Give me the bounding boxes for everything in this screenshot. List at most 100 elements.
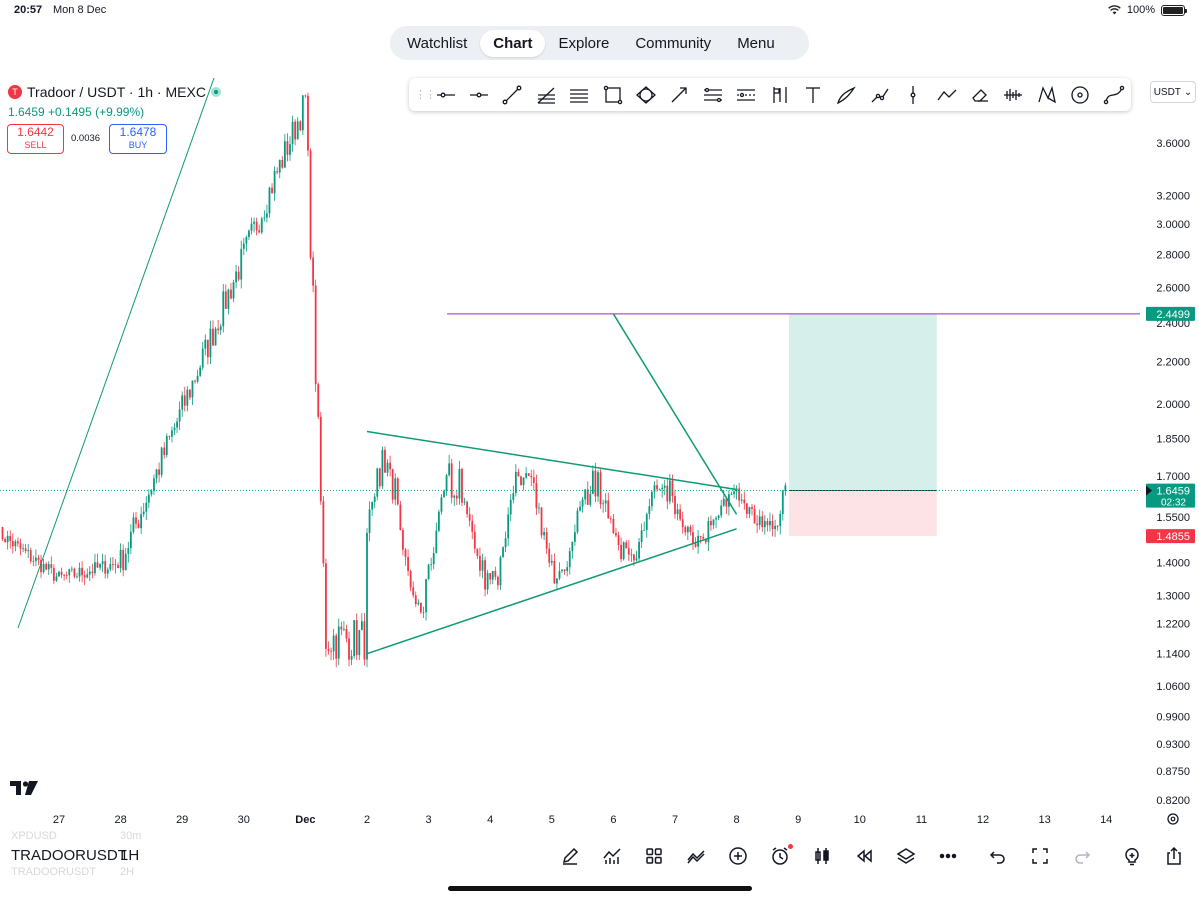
- candle-body: [491, 571, 494, 580]
- price-axis-tick: 1.8500: [1156, 434, 1190, 446]
- more-icon[interactable]: [936, 844, 960, 868]
- measured-move-line: [612, 313, 738, 515]
- layers-icon[interactable]: [894, 844, 918, 868]
- ellipse-icon[interactable]: [629, 78, 662, 111]
- tab-menu[interactable]: Menu: [737, 34, 775, 52]
- curve-icon[interactable]: [1097, 78, 1130, 111]
- brush-icon[interactable]: [830, 78, 863, 111]
- candle-body: [481, 560, 484, 571]
- candle-body: [402, 530, 404, 550]
- candle-body: [414, 595, 417, 605]
- candle-body: [155, 469, 158, 479]
- candle-body: [122, 549, 125, 571]
- text-icon[interactable]: [796, 78, 829, 111]
- candle-body: [194, 380, 196, 382]
- symbol-search-button[interactable]: TRADOORUSDT: [11, 847, 127, 864]
- candle-body: [550, 560, 553, 563]
- candle-body: [430, 564, 433, 565]
- rectangle-icon[interactable]: [596, 78, 629, 111]
- redo-icon[interactable]: [1070, 844, 1094, 868]
- vertical-line-icon[interactable]: [896, 78, 929, 111]
- candle-body: [32, 561, 35, 562]
- indicators-icon[interactable]: [600, 844, 624, 868]
- time-axis-tick: 3: [426, 814, 432, 826]
- candle-body: [217, 328, 220, 331]
- tab-watchlist[interactable]: Watchlist: [407, 34, 468, 52]
- candle-body: [509, 499, 512, 515]
- trend-line-icon[interactable]: [496, 78, 529, 111]
- long-position-icon[interactable]: [696, 78, 729, 111]
- candle-body: [440, 497, 443, 512]
- candle-body: [165, 436, 168, 455]
- candle-body: [206, 339, 209, 358]
- path-icon[interactable]: [863, 78, 896, 111]
- candle-body: [312, 257, 314, 286]
- time-axis-tick: Dec: [295, 814, 315, 826]
- currency-select[interactable]: USDT ⌄: [1150, 81, 1196, 103]
- candle-body: [319, 416, 322, 502]
- xabcd-pattern-icon[interactable]: [1030, 78, 1063, 111]
- alert-clock-icon[interactable]: [768, 844, 793, 868]
- tab-explore[interactable]: Explore: [558, 34, 610, 52]
- candle-body: [209, 328, 212, 358]
- stop-price-tag-bg: [1146, 529, 1195, 544]
- polyline-icon[interactable]: [930, 78, 963, 111]
- candle-body: [399, 504, 402, 531]
- candle-body: [42, 563, 45, 573]
- fib-fan-icon[interactable]: [529, 78, 562, 111]
- candle-body: [774, 525, 776, 530]
- tab-chart[interactable]: Chart: [480, 29, 546, 57]
- parallel-channel-icon[interactable]: [563, 78, 596, 111]
- candle-body: [127, 548, 130, 554]
- share-icon[interactable]: [1162, 844, 1186, 868]
- time-axis-tick: 2: [364, 814, 370, 826]
- compare-icon[interactable]: [684, 844, 708, 868]
- price-axis-tick: 1.1400: [1156, 649, 1190, 661]
- candle-body: [242, 243, 245, 249]
- undo-icon[interactable]: [986, 844, 1010, 868]
- candle-body: [373, 496, 376, 502]
- buy-button[interactable]: 1.6478 BUY: [109, 124, 167, 154]
- add-icon[interactable]: [726, 844, 750, 868]
- candle-body: [4, 539, 6, 543]
- candle-body: [686, 526, 689, 533]
- sell-button[interactable]: 1.6442 SELL: [7, 124, 64, 154]
- candle-body: [663, 485, 666, 488]
- candle-body: [494, 571, 497, 577]
- candle-body: [607, 500, 610, 519]
- price-range-icon[interactable]: [763, 78, 796, 111]
- horizontal-line-icon[interactable]: [462, 78, 495, 111]
- candle-type-icon[interactable]: [810, 844, 834, 868]
- candle-body: [756, 523, 759, 526]
- arrow-icon[interactable]: [663, 78, 696, 111]
- horizontal-ray-icon[interactable]: [429, 78, 462, 111]
- fullscreen-icon[interactable]: [1028, 844, 1052, 868]
- candle-body: [65, 574, 68, 576]
- price-axis-tick: 1.4000: [1156, 557, 1190, 569]
- candle-body: [484, 560, 486, 590]
- candle-body: [707, 520, 710, 543]
- current-price-tag-countdown: 02:32: [1161, 498, 1186, 509]
- candle-body: [163, 447, 166, 455]
- candle-body: [471, 520, 474, 532]
- replay-icon[interactable]: [852, 844, 876, 868]
- candle-body: [671, 480, 674, 497]
- short-position-icon[interactable]: [730, 78, 763, 111]
- symbol-header[interactable]: T Tradoor / USDT · 1h · MEXC: [8, 84, 221, 100]
- layout-grid-icon[interactable]: [642, 844, 666, 868]
- symbol-title[interactable]: Tradoor / USDT · 1h · MEXC: [27, 84, 206, 100]
- eraser-icon[interactable]: [963, 78, 996, 111]
- idea-bulb-icon[interactable]: [1120, 844, 1144, 868]
- circle-icon[interactable]: [1063, 78, 1096, 111]
- candle-body: [781, 491, 784, 514]
- time-axis-tick: 11: [916, 814, 927, 826]
- pencil-icon[interactable]: [558, 844, 582, 868]
- volume-profile-icon[interactable]: [997, 78, 1030, 111]
- interval-button[interactable]: 1H: [120, 847, 140, 864]
- candle-body: [656, 485, 658, 490]
- drag-handle-icon[interactable]: ⋮⋮: [415, 89, 436, 101]
- rally-trend-line: [17, 77, 215, 629]
- candle-body: [86, 574, 89, 578]
- tab-community[interactable]: Community: [635, 34, 712, 52]
